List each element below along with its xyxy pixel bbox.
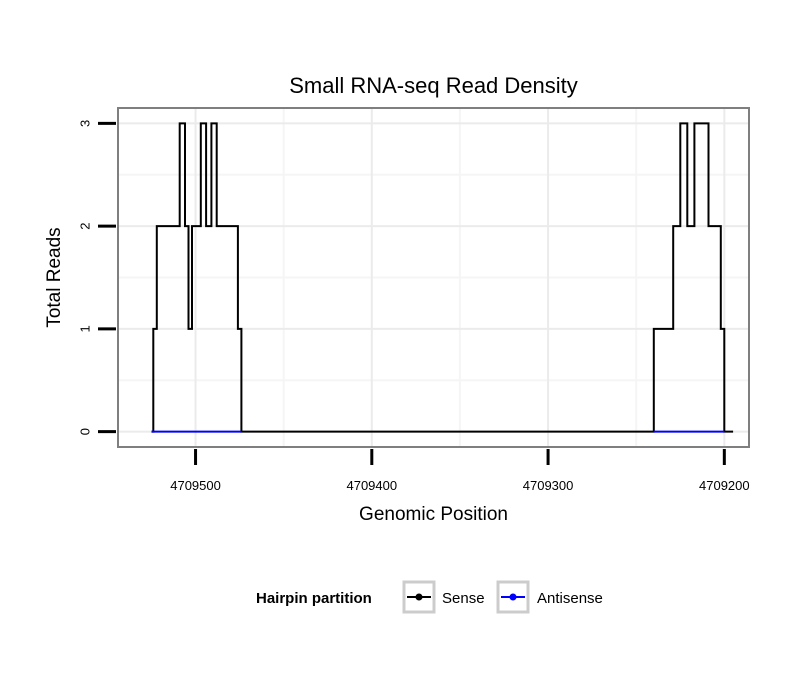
legend-key-point (509, 593, 517, 601)
legend-key-point (415, 593, 423, 601)
legend-title: Hairpin partition (256, 590, 372, 607)
y-axis-title: Total Reads (44, 227, 65, 327)
legend-label-sense: Sense (442, 590, 485, 607)
chart-title: Small RNA-seq Read Density (289, 73, 578, 98)
x-tick-label: 4709500 (170, 478, 221, 493)
y-tick-label: 3 (77, 120, 92, 127)
x-tick-label: 4709200 (699, 478, 750, 493)
x-tick-label: 4709400 (346, 478, 397, 493)
legend: Hairpin partition Sense Antisense (256, 580, 603, 614)
y-tick-label: 2 (77, 223, 92, 230)
plot-panel (117, 107, 750, 448)
legend-label-antisense: Antisense (537, 590, 603, 607)
axes: 0 1 2 3 4709500 4709400 4709300 4709200 (77, 120, 749, 493)
series-layer (151, 122, 734, 433)
y-tick-label: 1 (77, 325, 92, 332)
series-line-sense (151, 122, 734, 433)
y-tick-label: 0 (77, 428, 92, 435)
x-axis-title: Genomic Position (359, 504, 508, 525)
x-tick-label: 4709300 (523, 478, 574, 493)
